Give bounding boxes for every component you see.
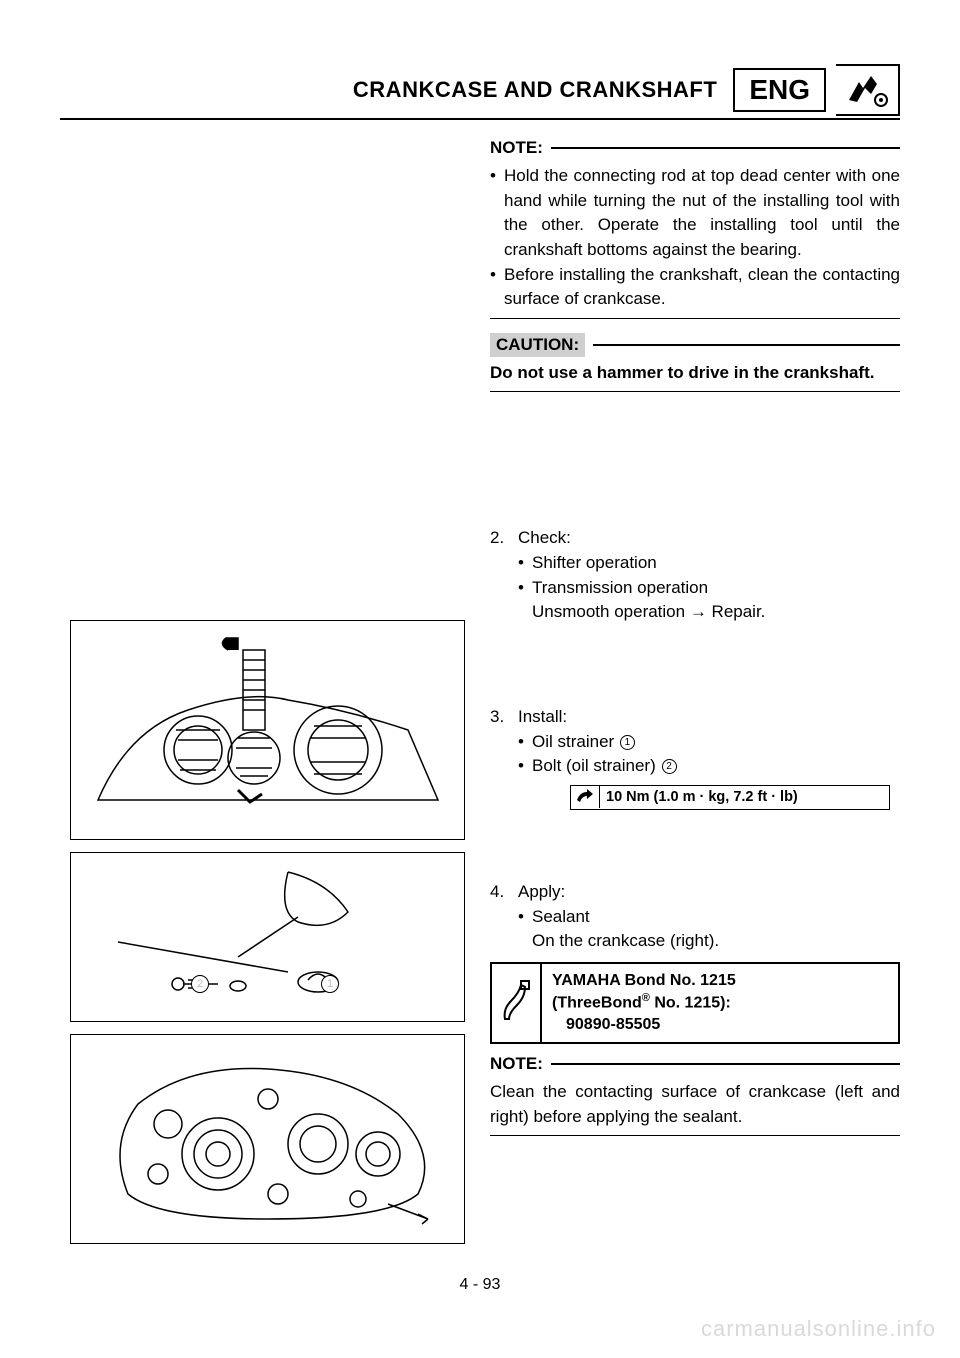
figure-oil-strainer: 1 2 bbox=[70, 852, 465, 1022]
torque-value: 10 Nm (1.0 m · kg, 7.2 ft · lb) bbox=[599, 786, 889, 808]
torque-icon bbox=[571, 786, 599, 809]
watermark: carmanualsonline.info bbox=[701, 1316, 936, 1342]
caution-text: Do not use a hammer to drive in the cran… bbox=[490, 361, 900, 386]
step-item-text: Bolt (oil strainer) 2 bbox=[532, 754, 900, 779]
bond-spec-box: YAMAHA Bond No. 1215 (ThreeBond® No. 121… bbox=[490, 962, 900, 1044]
step-title: Install: bbox=[518, 705, 900, 730]
step-item: • Bolt (oil strainer) 2 bbox=[490, 754, 900, 779]
note-bullet-text: Hold the connecting rod at top dead cent… bbox=[504, 164, 900, 263]
language-box: ENG bbox=[733, 68, 826, 112]
note-bullet: • Hold the connecting rod at top dead ce… bbox=[490, 164, 900, 263]
step-heading: 4. Apply: bbox=[490, 880, 900, 905]
note-text: Clean the contacting surface of crankcas… bbox=[490, 1080, 900, 1129]
item-label: Bolt (oil strainer) bbox=[532, 756, 656, 775]
step-item: • Oil strainer 1 bbox=[490, 730, 900, 755]
step-item-text: Transmission operation bbox=[532, 576, 900, 601]
divider bbox=[490, 318, 900, 319]
step-item-text: Oil strainer 1 bbox=[532, 730, 900, 755]
engine-icon bbox=[836, 64, 900, 116]
step-title: Check: bbox=[518, 526, 900, 551]
caution-label: CAUTION: bbox=[490, 333, 585, 357]
page-number: 4 - 93 bbox=[0, 1276, 960, 1294]
note-label: NOTE: bbox=[490, 1054, 543, 1074]
step-item: •Sealant bbox=[490, 905, 900, 930]
figure-column: 1 2 bbox=[70, 620, 470, 1244]
page-header: CRANKCASE AND CRANKSHAFT ENG bbox=[60, 64, 900, 116]
divider bbox=[490, 391, 900, 392]
divider bbox=[490, 1135, 900, 1136]
torque-spec-box: 10 Nm (1.0 m · kg, 7.2 ft · lb) bbox=[570, 785, 890, 810]
bond-text: YAMAHA Bond No. 1215 (ThreeBond® No. 121… bbox=[542, 964, 898, 1042]
step-heading: 2. Check: bbox=[490, 526, 900, 551]
figure-callout: 1 bbox=[321, 975, 339, 993]
step-number: 2. bbox=[490, 526, 518, 551]
note-bullet: • Before installing the crankshaft, clea… bbox=[490, 263, 900, 312]
bond-line: (ThreeBond® No. 1215): bbox=[552, 991, 888, 1014]
step-number: 3. bbox=[490, 705, 518, 730]
header-rule bbox=[60, 118, 900, 120]
step-number: 4. bbox=[490, 880, 518, 905]
item-label: Oil strainer bbox=[532, 732, 614, 751]
step-subline: Unsmooth operation → Repair. bbox=[490, 600, 900, 625]
note-heading: NOTE: bbox=[490, 138, 900, 158]
figure-callout: 2 bbox=[191, 975, 209, 993]
section-title: CRANKCASE AND CRANKSHAFT bbox=[353, 77, 717, 103]
caution-heading: CAUTION: bbox=[490, 333, 900, 357]
figure-crankcase bbox=[70, 1034, 465, 1244]
ref-circle: 1 bbox=[620, 735, 635, 750]
step-item: •Shifter operation bbox=[490, 551, 900, 576]
figure-shifter bbox=[70, 620, 465, 840]
sealant-icon bbox=[492, 964, 542, 1042]
step-item-text: Shifter operation bbox=[532, 551, 900, 576]
ref-circle: 2 bbox=[662, 759, 677, 774]
note-label: NOTE: bbox=[490, 138, 543, 158]
step-item-text: Sealant bbox=[532, 905, 900, 930]
note-heading: NOTE: bbox=[490, 1054, 900, 1074]
step-title: Apply: bbox=[518, 880, 900, 905]
manual-page: CRANKCASE AND CRANKSHAFT ENG NOTE: • Hol… bbox=[0, 0, 960, 1358]
note-bullet-text: Before installing the crankshaft, clean … bbox=[504, 263, 900, 312]
step-item: •Transmission operation bbox=[490, 576, 900, 601]
text-column: NOTE: • Hold the connecting rod at top d… bbox=[490, 138, 900, 1150]
bond-line: 90890-85505 bbox=[552, 1014, 888, 1036]
step-subline: On the crankcase (right). bbox=[490, 929, 900, 954]
step-heading: 3. Install: bbox=[490, 705, 900, 730]
bond-line: YAMAHA Bond No. 1215 bbox=[552, 970, 888, 992]
